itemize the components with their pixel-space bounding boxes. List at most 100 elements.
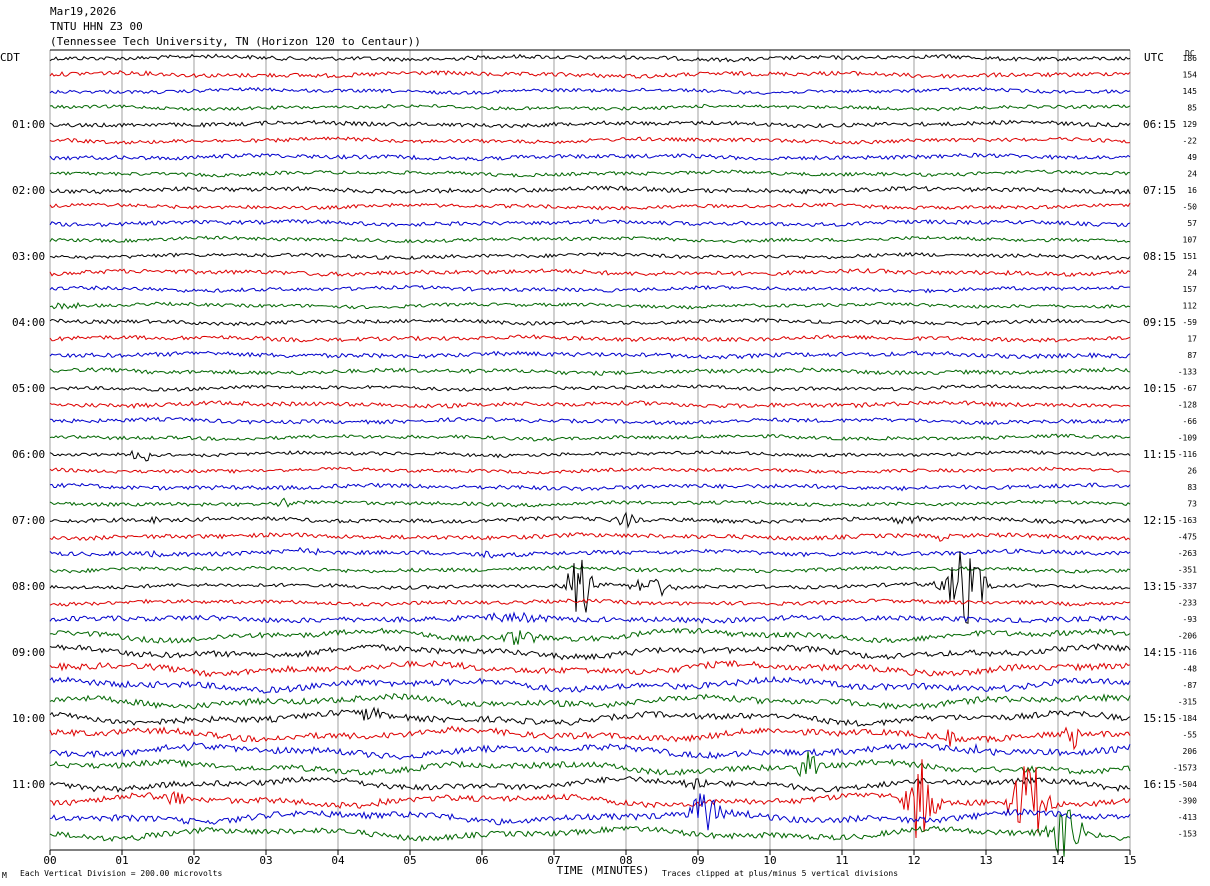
dc-offset-1: 186 [1183,54,1198,63]
trace-21 [49,384,1131,392]
left-hour-label-2: 02:00 [12,184,45,197]
x-tick-label-12: 12 [907,854,920,867]
dc-offset-34: -233 [1178,599,1197,608]
dc-header-label: DC [1185,49,1195,58]
dc-offset-6: -22 [1183,137,1198,146]
x-tick-label-11: 11 [835,854,848,867]
right-hour-label-10: 15:15 [1143,712,1176,725]
trace-18 [49,334,1131,343]
dc-offset-5: 129 [1183,120,1198,129]
minute-gridlines [49,50,1131,850]
trace-11 [49,218,1131,228]
left-hour-label-4: 04:00 [12,316,45,329]
trace-41 [49,706,1131,727]
right-hour-label-1: 06:15 [1143,118,1176,131]
trace-16 [49,301,1131,310]
trace-36 [49,627,1131,646]
trace-27 [49,482,1131,492]
trace-20 [49,366,1131,377]
right-hour-label-3: 08:15 [1143,250,1176,263]
x-tick-label-08: 08 [619,854,632,867]
trace-45 [49,775,1131,793]
dc-offset-47: -413 [1178,813,1197,822]
dc-offset-9: 16 [1187,186,1197,195]
trace-1 [49,53,1131,63]
left-hour-label-8: 08:00 [12,580,45,593]
trace-30 [49,532,1131,542]
dc-offset-22: -128 [1178,401,1197,410]
dc-offset-42: -55 [1183,731,1198,740]
trace-34 [49,598,1131,607]
station-location: (Tennessee Tech University, TN (Horizon … [50,35,421,48]
trace-17 [49,318,1131,327]
x-tick-label-01: 01 [115,854,128,867]
x-tick-label-09: 09 [691,854,704,867]
left-hour-label-10: 10:00 [12,712,45,725]
trace-38 [49,660,1131,678]
dc-offset-35: -93 [1183,615,1198,624]
x-axis-label: TIME (MINUTES) [557,864,650,877]
x-tick-label-15: 15 [1123,854,1136,867]
left-hour-label-7: 07:00 [12,514,45,527]
x-tick-label-03: 03 [259,854,272,867]
x-tick-label-06: 06 [475,854,488,867]
right-hour-label-11: 16:15 [1143,778,1176,791]
dc-offset-7: 49 [1187,153,1197,162]
trace-13 [49,251,1131,261]
trace-2 [49,70,1131,79]
dc-offset-15: 157 [1183,285,1198,294]
plot-date: Mar19,2026 [50,5,117,18]
dc-offset-8: 24 [1187,170,1197,179]
dc-offset-12: 107 [1183,236,1198,245]
left-timezone-label: CDT [0,51,20,64]
right-hour-label-5: 10:15 [1143,382,1176,395]
scale-note: Each Vertical Division = 200.00 microvol… [20,869,222,878]
trace-37 [49,642,1131,661]
labels: CDT UTC DC TIME (MINUTES) Each Vertical … [0,49,1197,880]
trace-10 [49,202,1131,211]
dc-offset-20: -133 [1178,368,1197,377]
dc-offset-38: -48 [1183,665,1198,674]
right-hour-label-9: 14:15 [1143,646,1176,659]
left-hour-label-3: 03:00 [12,250,45,263]
trace-14 [49,267,1131,277]
dc-offset-3: 145 [1183,87,1198,96]
left-hour-label-9: 09:00 [12,646,45,659]
x-tick-label-07: 07 [547,854,560,867]
dc-offset-26: 26 [1187,467,1197,476]
trace-48 [49,809,1131,857]
x-tick-label-02: 02 [187,854,200,867]
trace-3 [49,86,1131,95]
dc-offset-11: 57 [1187,219,1197,228]
trace-35 [49,611,1131,624]
trace-23 [49,416,1131,426]
dc-offset-24: -109 [1178,434,1197,443]
dc-offset-41: -184 [1178,714,1197,723]
left-hour-label-1: 01:00 [12,118,45,131]
trace-42 [49,725,1131,751]
right-hour-label-6: 11:15 [1143,448,1176,461]
dc-offset-45: -504 [1178,780,1197,789]
right-hour-label-7: 12:15 [1143,514,1176,527]
trace-31 [49,546,1131,559]
x-tick-label-14: 14 [1051,854,1065,867]
station-code: TNTU HHN Z3 00 [50,20,143,33]
dc-offset-10: -50 [1183,203,1198,212]
trace-26 [49,466,1130,475]
dc-offset-44: -1573 [1173,764,1197,773]
trace-6 [49,136,1131,145]
dc-offset-16: 112 [1183,302,1198,311]
dc-offset-17: -59 [1183,318,1198,327]
trace-4 [49,103,1131,112]
dc-offset-46: -390 [1178,797,1197,806]
dc-offset-36: -206 [1178,632,1197,641]
trace-24 [49,433,1131,442]
trace-9 [49,185,1131,195]
trace-29 [49,511,1131,529]
trace-43 [49,741,1131,760]
corner-mark: M [2,871,7,880]
right-timezone-label: UTC [1144,51,1164,64]
dc-offset-25: -116 [1178,450,1197,459]
trace-44 [49,751,1131,778]
